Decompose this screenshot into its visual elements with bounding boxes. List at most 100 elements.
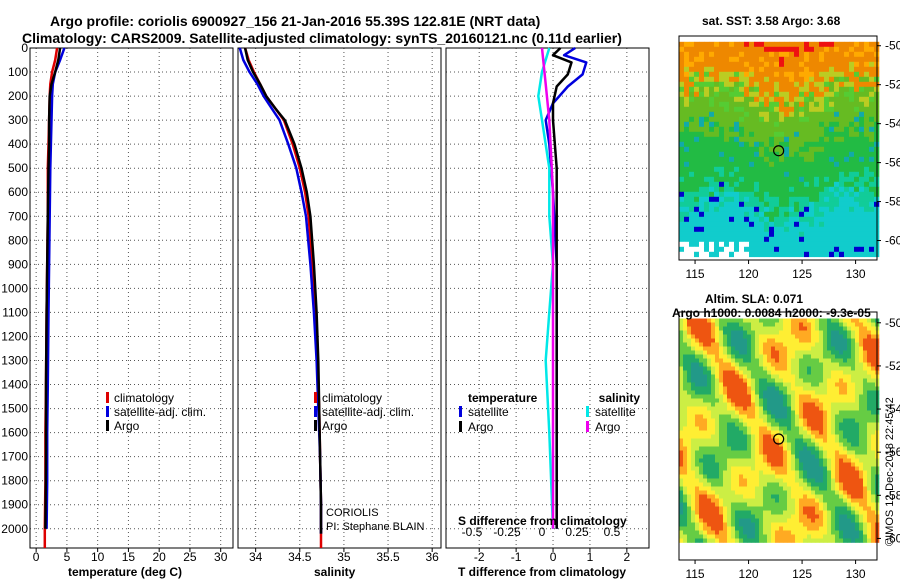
sla-map-cell [687,462,692,467]
sst-map-cell [714,126,720,133]
sla-map-cell [827,362,832,367]
sla-map-cell [827,398,832,403]
sla-map-cell [799,358,804,363]
sst-map-cell [864,66,870,73]
sla-map-cell [767,326,772,331]
sla-map-cell [739,370,744,375]
sla-map-cell [831,502,836,507]
sla-map-cell [739,374,744,379]
sst-map-cell [839,206,845,213]
sla-map-cell [831,402,836,407]
sla-map-cell [807,346,812,351]
sla-map-cell [755,506,760,511]
sla-map-cell [803,390,808,395]
sst-map-cell [854,161,860,168]
sla-map-cell [699,390,704,395]
sla-map-cell [683,522,688,527]
sst-map-cell [694,126,700,133]
sla-map-cell [703,510,708,515]
sla-map-cell [723,430,728,435]
sla-map-cell [747,358,752,363]
imos-watermark: ©IMOS 12-Dec-2018 22:45:42 [884,397,896,546]
sla-map-cell [871,458,876,463]
sla-map-cell [835,318,840,323]
sla-map-cell [867,354,872,359]
sla-map-cell [867,406,872,411]
sla-map-cell [763,518,768,523]
sla-map-cell [731,362,736,367]
sla-map-cell [683,526,688,531]
sla-map-cell [707,530,712,535]
sla-map-cell [687,538,692,543]
sst-map-cell [744,71,750,78]
sla-map-cell [703,486,708,491]
sla-map-cell [691,410,696,415]
sla-map-cell [779,474,784,479]
sla-map-cell [683,438,688,443]
sst-map-cell [844,171,850,178]
sla-map-cell [703,450,708,455]
sla-map-cell [807,334,812,339]
sla-map-cell [755,442,760,447]
sla-map-cell [867,474,872,479]
sla-map-cell [831,446,836,451]
sst-map-cell [834,186,840,193]
sst-map-cell [689,146,695,153]
sst-map-cell [829,236,835,243]
sla-map-cell [863,458,868,463]
sla-map-cell [767,530,772,535]
sst-map-cell [684,146,690,153]
sla-map-cell [819,350,824,355]
sla-map-cell [787,334,792,339]
sst-map-cell [779,251,785,258]
sla-map-cell [735,462,740,467]
sst-map-cell [859,91,865,98]
sla-map-cell [811,326,816,331]
sla-map-cell [683,406,688,411]
sla-map-cell [851,490,856,495]
sla-map-cell [775,506,780,511]
sst-map-cell [789,101,795,108]
sla-map-cell [731,442,736,447]
sla-map-cell [803,318,808,323]
sla-map-cell [799,434,804,439]
sla-map-cell [683,390,688,395]
sla-map-cell [759,346,764,351]
sla-map-cell [727,498,732,503]
sst-map-cell [779,196,785,203]
sla-map-cell [723,446,728,451]
sla-map-cell [735,478,740,483]
sst-map-cell [739,156,745,163]
sst-map-cell [759,206,765,213]
sla-map-cell [819,494,824,499]
sst-map-cell [734,156,740,163]
sst-map-cell [774,81,780,88]
sla-map-cell [783,410,788,415]
sla-map-cell [795,422,800,427]
sla-map-cell [799,402,804,407]
sla-map-cell [715,354,720,359]
sla-map-cell [847,378,852,383]
sla-map-cell [839,498,844,503]
sst-map-cell [859,141,865,148]
sla-map-cell [735,522,740,527]
sst-map-cell [794,116,800,123]
sst-map-cell [769,246,775,253]
sla-map-cell [779,378,784,383]
sst-map-cell [859,86,865,93]
sst-map-cell [774,236,780,243]
sla-map-cell [679,506,684,511]
sst-map-cell [684,71,690,78]
sla-map-cell [787,482,792,487]
sla-map-cell [871,378,876,383]
sst-map-cell [699,81,705,88]
sla-map-cell [735,454,740,459]
sla-map-cell [691,530,696,535]
sst-map-cell [769,86,775,93]
sla-map-cell [847,518,852,523]
sla-map-cell [727,482,732,487]
sla-map-cell [739,406,744,411]
sla-map-cell [695,386,700,391]
sla-map-cell [823,346,828,351]
sla-map-cell [775,386,780,391]
